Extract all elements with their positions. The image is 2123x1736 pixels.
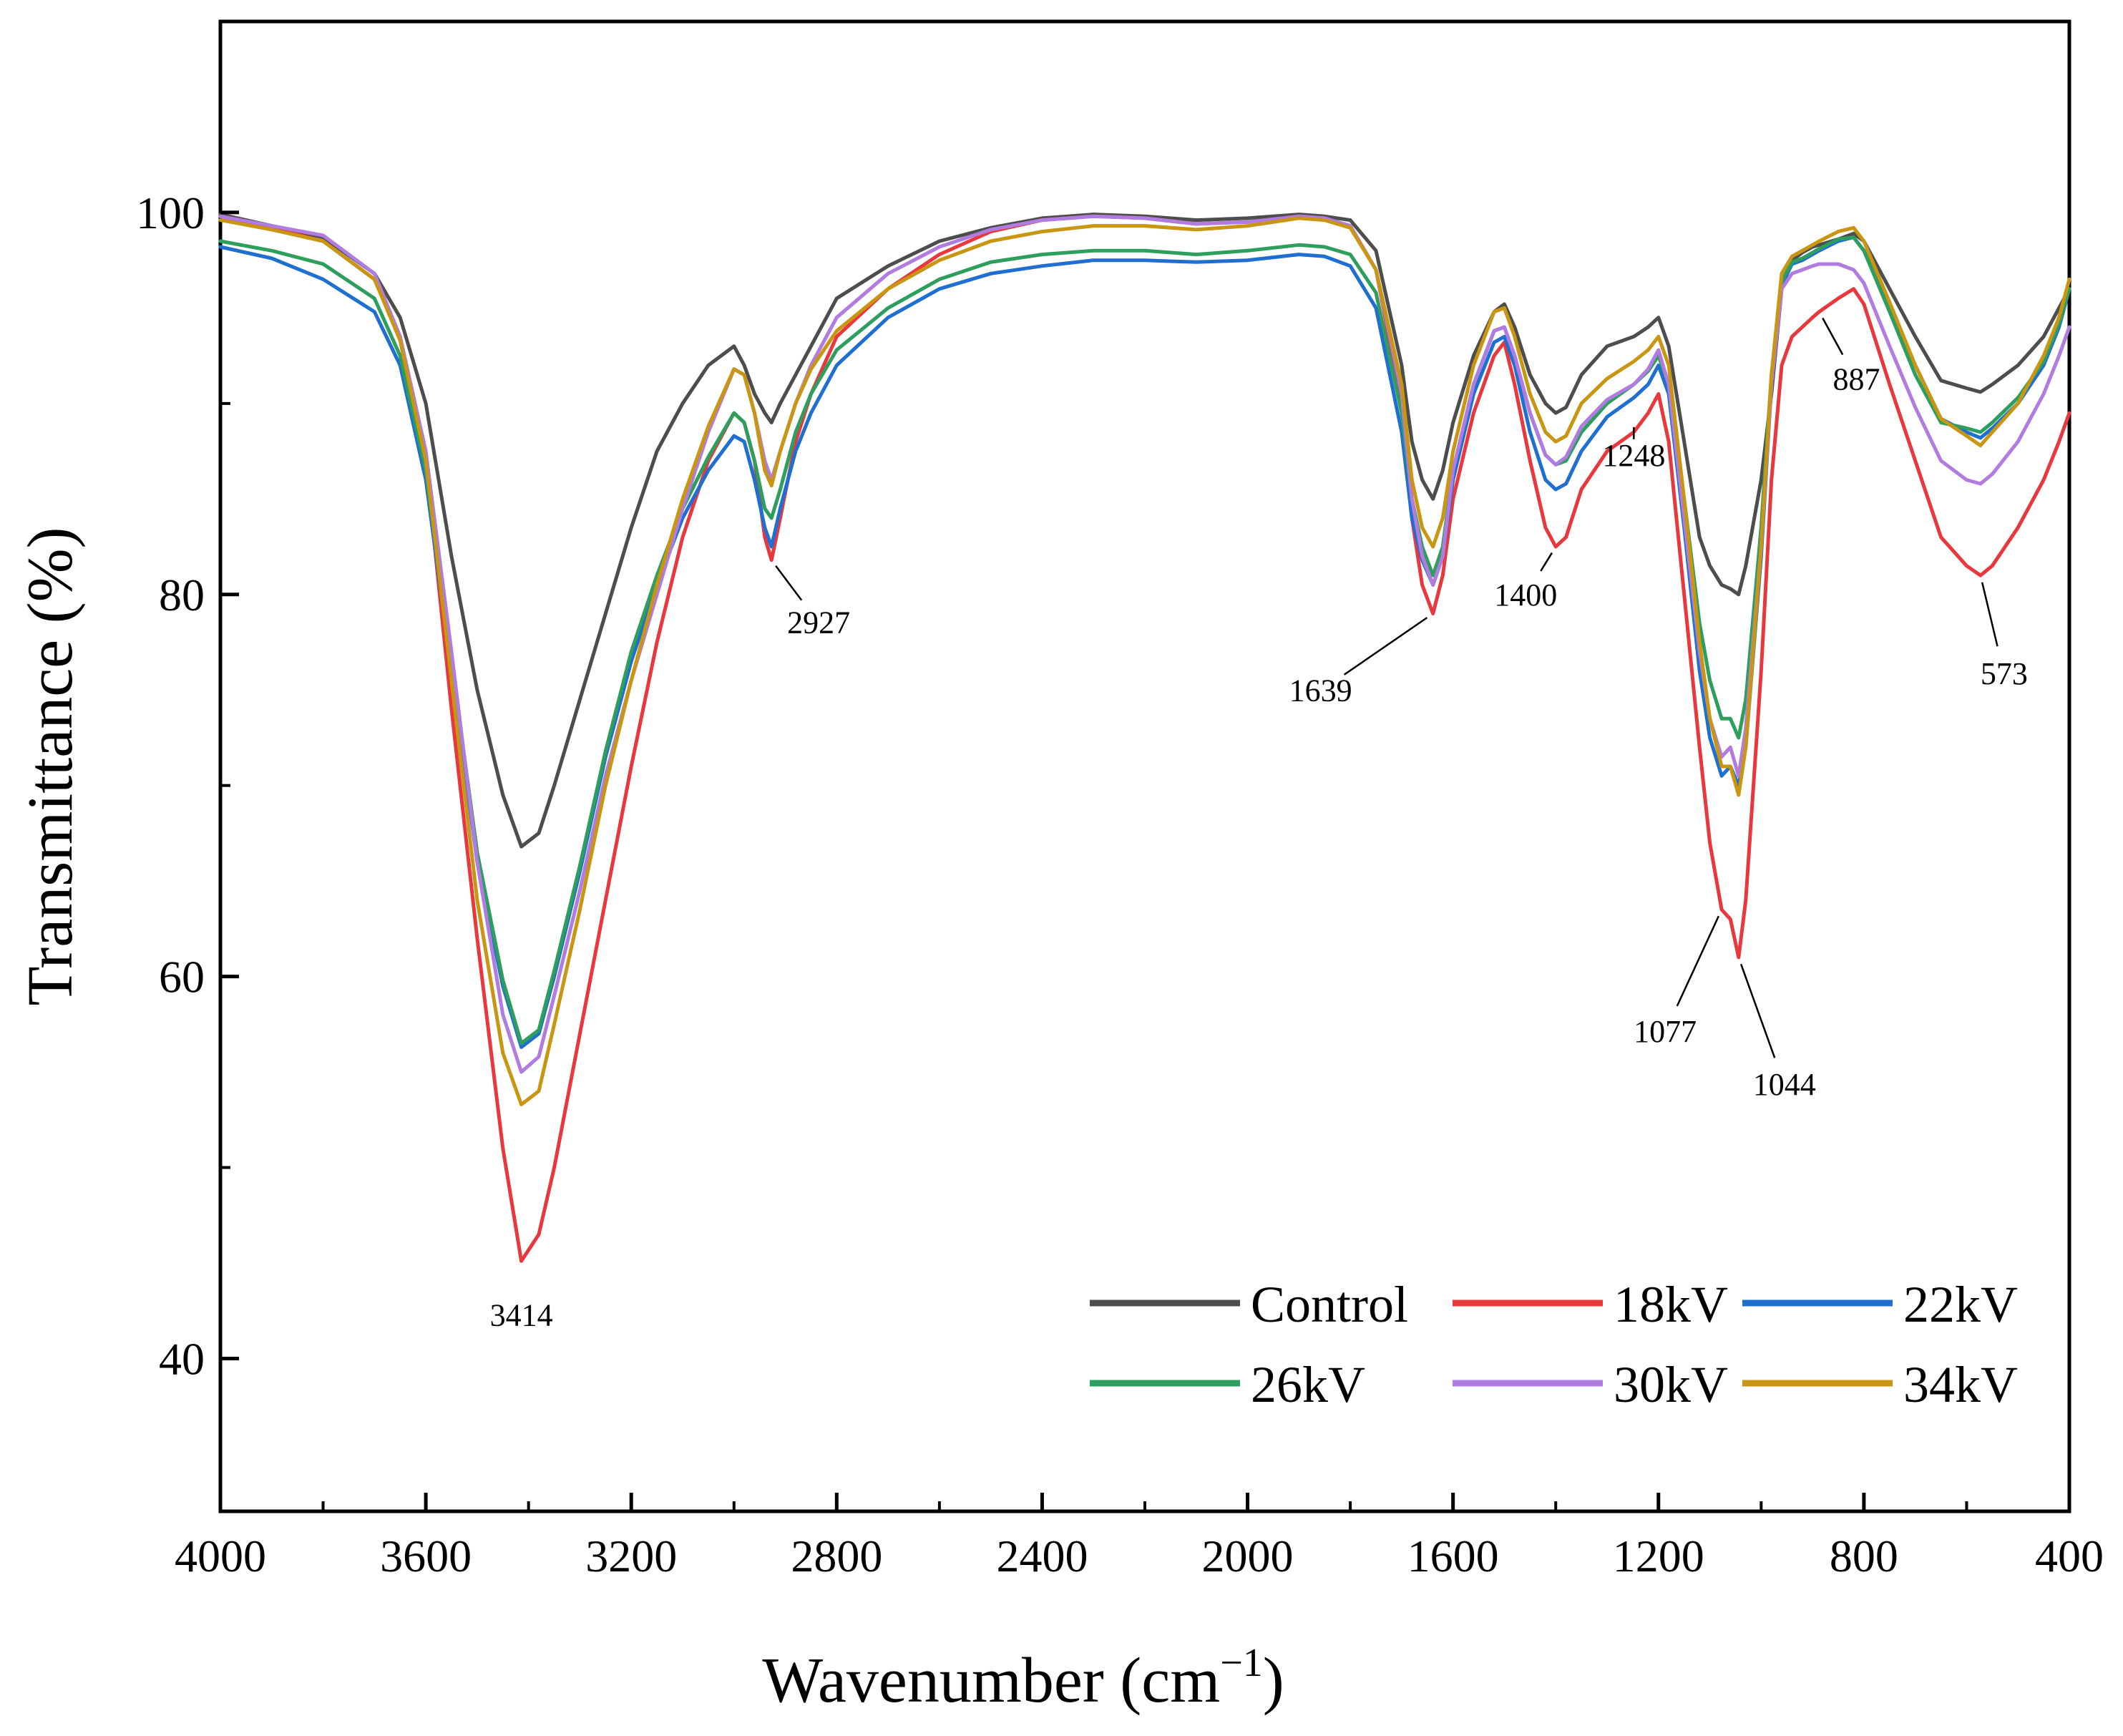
legend-label-34kv: 34kV (1903, 1356, 2018, 1413)
annotation-leader (1739, 963, 1776, 1058)
annotation-leader (1676, 915, 1720, 1007)
y-tick-label: 100 (136, 187, 205, 238)
annotation-leader (1981, 582, 1998, 647)
peak-label-1077: 1077 (1634, 1014, 1697, 1049)
peak-label-2927: 2927 (787, 605, 850, 640)
y-axis-title: Transmittance (%) (15, 527, 86, 1005)
x-axis-title: Wavenumber (cm−1) (762, 1641, 1284, 1716)
annotation-leader (1343, 617, 1428, 676)
x-tick-label: 2400 (996, 1531, 1088, 1581)
series-layer (218, 213, 2071, 1263)
peak-label-1044: 1044 (1753, 1067, 1816, 1102)
x-tick-label: 4000 (175, 1531, 266, 1581)
y-tick-label: 60 (159, 952, 205, 1003)
series-line-26kv (218, 235, 2071, 1045)
axis-layer: 4000 3600 3200 2800 2400 2000 1600 1200 800 400 40… (136, 187, 2104, 1581)
peak-label-1639: 1639 (1289, 673, 1352, 708)
annotation-leader (1540, 552, 1553, 572)
legend-label-control: Control (1251, 1276, 1408, 1333)
x-tick-label: 3200 (585, 1531, 677, 1581)
legend-label-22kv: 22kV (1903, 1276, 2018, 1333)
y-tick-label: 80 (159, 570, 205, 620)
peak-label-573: 573 (1981, 656, 2028, 691)
legend-label-18kv: 18kV (1614, 1276, 1728, 1333)
x-tick-label: 1200 (1613, 1531, 1704, 1581)
legend-label-26kv: 26kV (1251, 1356, 1365, 1413)
x-tick-label: 800 (1830, 1531, 1898, 1581)
annotation-layer: 3414 2927 1639 1400 1248 1077 1044 887 573 (490, 317, 2028, 1332)
legend: Control 18kV 22kV 26kV 30kV 34kV (1090, 1276, 2018, 1413)
legend-label-30kv: 30kV (1614, 1356, 1728, 1413)
peak-label-1248: 1248 (1602, 438, 1665, 473)
annotation-leader (775, 565, 803, 601)
x-tick-label: 400 (2035, 1531, 2104, 1581)
x-tick-label: 3600 (380, 1531, 472, 1581)
peak-label-3414: 3414 (490, 1297, 553, 1332)
x-tick-label: 2800 (791, 1531, 882, 1581)
x-tick-label: 1600 (1407, 1531, 1499, 1581)
series-line-18kv (218, 214, 2071, 1263)
peak-label-1400: 1400 (1494, 577, 1557, 613)
annotation-leader (1822, 317, 1844, 356)
x-axis-title-superscript: −1 (1220, 1641, 1263, 1685)
y-tick-label: 40 (159, 1333, 205, 1384)
x-axis-title-end: ) (1263, 1645, 1284, 1716)
peak-label-887: 887 (1832, 362, 1880, 397)
series-line-34kv (218, 216, 2071, 1106)
plot-area (218, 19, 2071, 1513)
x-tick-label: 2000 (1202, 1531, 1294, 1581)
